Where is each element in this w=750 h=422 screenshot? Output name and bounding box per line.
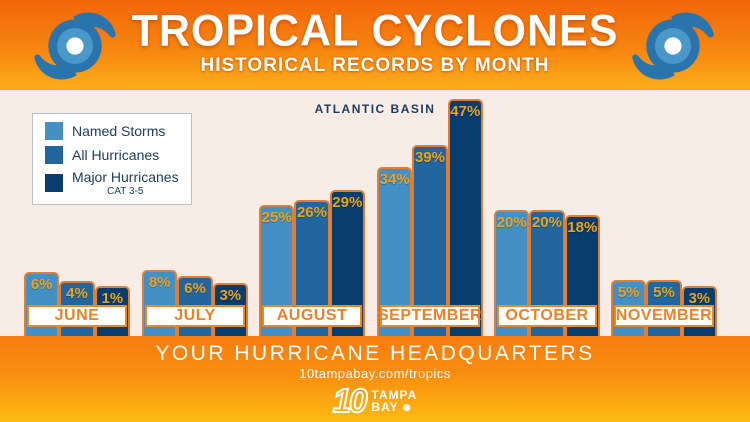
hurricane-eye	[664, 37, 682, 55]
page-subtitle: HISTORICAL RECORDS BY MONTH	[200, 55, 550, 76]
hurricane-icon	[34, 12, 116, 80]
bar-value-label: 6%	[30, 276, 53, 293]
bar-value-label: 39%	[414, 149, 445, 166]
cbs-eye-icon: ◉	[402, 401, 412, 412]
bars-row-september: 34% 39% 47%	[377, 99, 483, 336]
legend-sublabel: CAT 3-5	[107, 185, 144, 197]
hurricane-icon	[632, 12, 714, 80]
month-label-text: SEPTEMBER	[377, 307, 483, 324]
logo-tampa: TAMPA	[371, 387, 418, 402]
bar-september-all-hurricanes: 39%	[412, 145, 448, 336]
bars-row-october: 20% 20% 18%	[494, 210, 600, 336]
bar-value-label: 47%	[450, 103, 481, 120]
month-group-november: 5% 5% 3% NOVEMBER	[611, 90, 717, 336]
legend-item-named-storms: Named Storms	[45, 122, 191, 140]
legend-rows: Named Storms All Hurricanes Major Hurrican…	[45, 122, 191, 197]
month-label-october: OCTOBER	[497, 305, 597, 327]
bar-value-label: 5%	[653, 284, 675, 301]
header-banner: TROPICAL CYCLONES HISTORICAL RECORDS BY …	[0, 0, 750, 90]
station-url: 10tampabay.com/tropics	[299, 366, 451, 381]
bar-value-label: 1%	[101, 290, 124, 307]
footer-headline: YOUR HURRICANE HEADQUARTERS	[155, 342, 595, 365]
month-label-july: JULY	[145, 305, 245, 327]
bar-october-major-hurricanes: 18%	[564, 215, 600, 336]
bar-value-label: 20%	[496, 214, 527, 231]
month-label-text: JUNE	[54, 307, 100, 324]
logo-name: TAMPA BAY ◉	[371, 389, 417, 413]
month-group-october: 20% 20% 18% OCTOBER	[494, 90, 600, 336]
bar-value-label: 5%	[617, 284, 640, 301]
month-group-june: 6% 4% 1% JUNE	[24, 90, 130, 336]
bar-september-major-hurricanes: 47%	[447, 99, 483, 336]
bar-value-label: 8%	[148, 274, 171, 291]
page-title: TROPICAL CYCLONES	[131, 6, 619, 56]
legend-label-wrap: Named Storms	[72, 122, 166, 139]
month-label-text: JULY	[174, 307, 216, 324]
bar-value-label: 3%	[688, 290, 711, 307]
logo-number-10: 10	[332, 382, 369, 419]
legend-item-all-hurricanes: All Hurricanes	[45, 146, 191, 164]
month-group-july: 8% 6% 3% JULY	[142, 90, 248, 336]
bar-value-label: 26%	[296, 204, 327, 221]
footer-banner: YOUR HURRICANE HEADQUARTERS 10tampabay.c…	[0, 336, 750, 422]
legend-label-wrap: Major Hurricanes CAT 3-5	[72, 170, 179, 197]
month-group-september: 34% 39% 47% SEPTEMBER	[377, 90, 483, 336]
bar-value-label: 3%	[219, 287, 242, 304]
bar-value-label: 25%	[261, 209, 292, 226]
bar-value-label: 34%	[379, 171, 410, 188]
legend-swatch-all-hurricanes	[45, 146, 63, 164]
bar-value-label: 4%	[66, 285, 88, 302]
month-group-august: 25% 26% 29% AUGUST	[259, 90, 365, 336]
hurricane-eye	[66, 37, 84, 55]
legend-label: All Hurricanes	[72, 146, 160, 163]
legend-label: Major Hurricanes	[72, 169, 179, 185]
bar-value-label: 6%	[184, 280, 206, 297]
bar-value-label: 29%	[332, 194, 363, 211]
month-label-september: SEPTEMBER	[377, 305, 483, 327]
month-label-june: JUNE	[27, 305, 127, 327]
legend-item-major-hurricanes: Major Hurricanes CAT 3-5	[45, 170, 191, 197]
month-label-november: NOVEMBER	[614, 305, 714, 327]
basin-label: ATLANTIC BASIN	[314, 102, 436, 116]
month-label-text: NOVEMBER	[615, 307, 713, 324]
month-label-text: OCTOBER	[505, 307, 589, 324]
bar-value-label: 18%	[567, 219, 598, 236]
logo-bay: BAY ◉	[371, 399, 412, 414]
station-logo: 10 TAMPA BAY ◉	[0, 382, 750, 419]
legend-swatch-named-storms	[45, 122, 63, 140]
legend-label-wrap: All Hurricanes	[72, 146, 160, 163]
chart-area: ATLANTIC BASIN Named Storms All Hurricane…	[0, 90, 750, 336]
month-label-august: AUGUST	[262, 305, 362, 327]
month-label-text: AUGUST	[276, 307, 348, 324]
bar-value-label: 20%	[531, 214, 562, 231]
chart-legend: Named Storms All Hurricanes Major Hurrican…	[32, 113, 192, 205]
legend-swatch-major-hurricanes	[45, 174, 63, 193]
legend-label: Named Storms	[72, 122, 166, 139]
